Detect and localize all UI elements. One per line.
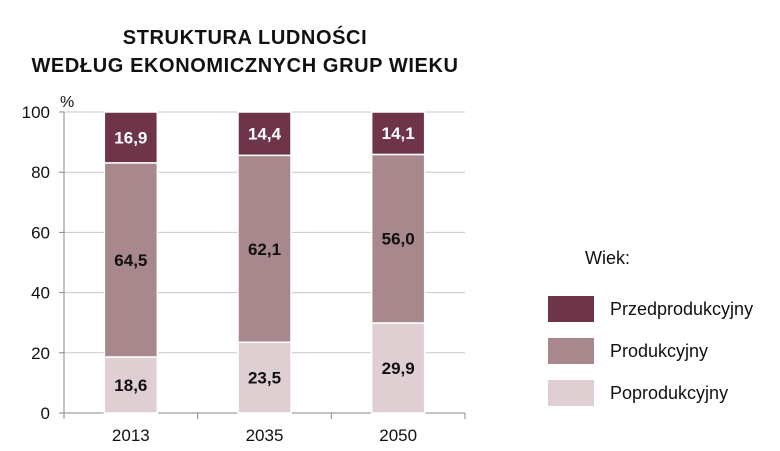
- y-axis-label: %: [60, 94, 74, 111]
- x-tick-label: 2013: [112, 426, 150, 445]
- y-tick-label: 40: [31, 284, 50, 303]
- legend-label: Produkcyjny: [610, 340, 709, 361]
- legend-item: Poprodukcyjny: [548, 372, 753, 414]
- chart-title-line-1: STRUKTURA LUDNOŚCI: [122, 27, 368, 49]
- legend-title: Wiek:: [585, 248, 630, 268]
- bar-segment: [237, 341, 292, 414]
- bar-segment: [103, 162, 159, 358]
- y-tick-label: 80: [31, 163, 50, 182]
- legend-label: Przedprodukcyjny: [610, 298, 754, 319]
- data-label: 23,5: [248, 369, 281, 388]
- legend-swatch: [548, 338, 594, 364]
- chart-title: STRUKTURA LUDNOŚCI WEDŁUG EKONOMICZNYCH …: [0, 24, 490, 80]
- y-tick-label: 20: [31, 344, 50, 363]
- legend-label: Poprodukcyjny: [610, 382, 729, 403]
- data-label: 18,6: [114, 376, 147, 395]
- bar-segment: [103, 111, 159, 164]
- legend: Przedprodukcyjny Produkcyjny Poprodukcyjny: [548, 288, 753, 414]
- data-label: 29,9: [382, 359, 415, 378]
- y-tick-label: 0: [41, 404, 50, 423]
- bar-segment: [237, 111, 292, 157]
- y-tick-label: 60: [31, 223, 50, 242]
- y-tick-label: 100: [22, 103, 50, 122]
- x-tick-label: 2050: [379, 426, 417, 445]
- bar-segment: [370, 111, 426, 156]
- bar-segment: [370, 153, 426, 324]
- data-label: 16,9: [114, 128, 147, 147]
- data-label: 62,1: [248, 240, 281, 259]
- data-label: 56,0: [382, 230, 415, 249]
- legend-item: Produkcyjny: [548, 330, 753, 372]
- legend-swatch: [548, 296, 594, 322]
- chart-title-line-2: WEDŁUG EKONOMICZNYCH GRUP WIEKU: [31, 55, 459, 77]
- data-label: 14,4: [248, 125, 282, 144]
- data-label: 14,1: [382, 124, 415, 143]
- bar-segment: [237, 154, 292, 344]
- bar-segment: [103, 356, 159, 414]
- data-label: 64,5: [114, 251, 147, 270]
- legend-swatch: [548, 380, 594, 406]
- x-tick-label: 2035: [246, 426, 284, 445]
- legend-item: Przedprodukcyjny: [548, 288, 753, 330]
